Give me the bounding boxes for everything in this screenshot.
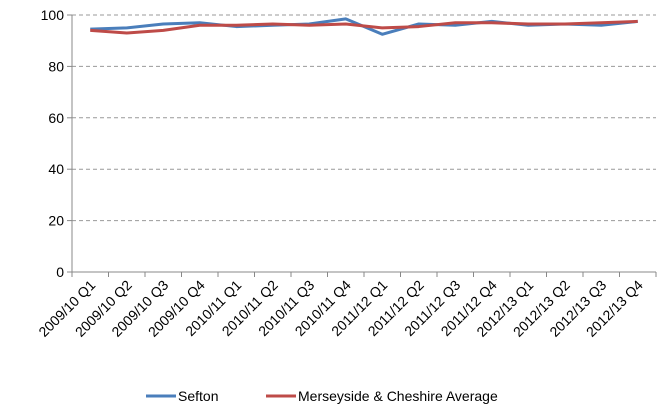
- y-tick-label: 20: [48, 213, 64, 229]
- y-tick-label: 60: [48, 110, 64, 126]
- y-tick-label: 80: [48, 58, 64, 74]
- legend-label: Merseyside & Cheshire Average: [298, 388, 498, 404]
- y-tick-label: 0: [56, 264, 64, 280]
- legend-label: Sefton: [178, 388, 218, 404]
- y-tick-label: 40: [48, 161, 64, 177]
- series-line: [90, 19, 638, 35]
- y-tick-label: 100: [41, 7, 65, 23]
